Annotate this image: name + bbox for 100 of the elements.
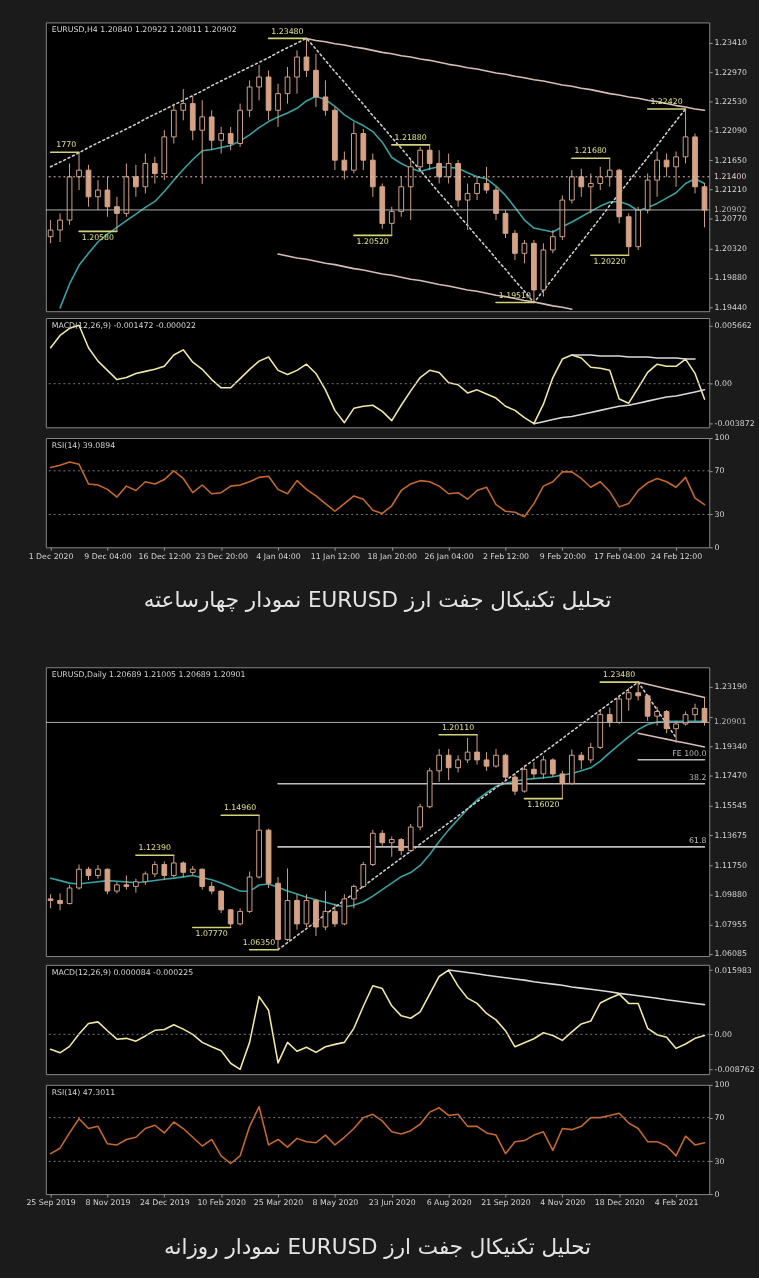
x-tick-label: 8 May 2020 xyxy=(312,1198,359,1208)
annotation: 1.21880 xyxy=(394,132,427,142)
candlestick xyxy=(133,164,139,198)
annotation: 1.20220 xyxy=(593,257,626,267)
candlestick xyxy=(284,66,291,105)
candlestick xyxy=(625,687,632,712)
y-tick-label: 1.21210 xyxy=(714,184,747,194)
x-tick-label: 9 Feb 20:00 xyxy=(539,551,586,561)
annotation: 38.2 xyxy=(689,772,707,782)
y-tick-label: 0 xyxy=(714,1189,720,1199)
x-tick-label: 25 Mar 2020 xyxy=(253,1198,304,1208)
candlestick xyxy=(436,149,443,184)
candlestick xyxy=(502,209,509,239)
candlestick xyxy=(521,764,528,794)
chart-title: RSI(14) 47.3011 xyxy=(51,1087,116,1097)
candlestick xyxy=(455,754,461,773)
candlestick xyxy=(445,153,452,184)
candlestick xyxy=(483,166,490,194)
x-tick-label: 8 Nov 2019 xyxy=(85,1198,131,1208)
chart-title: EURUSD,H4 1.20840 1.20922 1.20811 1.20902 xyxy=(51,25,237,35)
candlestick xyxy=(388,206,395,236)
candlestick xyxy=(322,890,329,931)
candlestick xyxy=(701,697,708,727)
candlestick xyxy=(170,854,177,878)
candlestick xyxy=(550,229,556,254)
candlestick xyxy=(246,79,253,118)
y-tick-label: 30 xyxy=(714,1156,725,1166)
y-tick-label: 100 xyxy=(714,1080,730,1090)
y-tick-label: 1.21650 xyxy=(714,155,747,165)
candlestick xyxy=(644,693,651,722)
y-tick-label: 0 xyxy=(714,542,720,552)
x-tick-label: 4 Jan 04:00 xyxy=(256,551,301,561)
candlestick xyxy=(521,239,528,264)
x-tick-label: 24 Dec 2019 xyxy=(139,1198,190,1208)
annotation: 1.23480 xyxy=(271,26,304,36)
y-tick-label: 70 xyxy=(714,1113,725,1123)
candlestick xyxy=(436,748,443,783)
candlestick xyxy=(673,151,679,188)
y-tick-label: 1.23190 xyxy=(714,682,747,692)
y-tick-label: 1.11750 xyxy=(714,860,747,870)
y-tick-label: 1.23410 xyxy=(714,38,747,48)
y-tick-label: 1.09880 xyxy=(714,889,747,899)
y-tick-label: 0.015983 xyxy=(714,965,752,975)
candlestick xyxy=(540,755,547,780)
candlestick xyxy=(218,126,225,154)
chart-title: RSI(14) 39.0894 xyxy=(51,440,116,450)
y-tick-label: 1.07955 xyxy=(714,920,747,930)
x-tick-label: 25 Sep 2019 xyxy=(26,1198,76,1208)
line-series xyxy=(49,969,706,1071)
line-series xyxy=(59,95,706,309)
line-series xyxy=(447,969,706,1006)
candlestick xyxy=(587,742,594,764)
line-series xyxy=(305,37,706,112)
candlestick xyxy=(531,761,537,780)
x-tick-label: 6 Aug 2020 xyxy=(426,1198,472,1208)
y-tick-label: 1.19340 xyxy=(714,742,747,752)
y-tick-label: 0.005662 xyxy=(714,321,752,331)
candlestick xyxy=(95,864,101,880)
y-tick-label: 1.13675 xyxy=(714,830,747,840)
x-tick-label: 2 Feb 12:00 xyxy=(482,551,530,561)
ref-line-label: 1.21400 xyxy=(714,171,747,181)
candlestick xyxy=(95,179,101,211)
candlestick xyxy=(493,186,499,221)
candlestick xyxy=(673,720,679,744)
candlestick xyxy=(568,169,575,204)
candlestick xyxy=(407,823,414,853)
y-tick-label: 1.20320 xyxy=(714,244,747,254)
candlestick xyxy=(483,751,490,772)
line-series xyxy=(49,1105,706,1165)
x-tick-label: 11 Jan 12:00 xyxy=(310,551,361,561)
candlestick xyxy=(161,860,168,881)
text: تحلیل تکنیکال جفت ارز EURUSD نمودار چهارساعته xyxy=(143,586,612,612)
y-tick-label: 1.22090 xyxy=(714,126,747,136)
candlestick xyxy=(341,151,348,180)
candlestick xyxy=(322,79,329,117)
candlestick xyxy=(682,108,689,164)
candlestick xyxy=(616,694,623,725)
annotation: 1.21680 xyxy=(574,146,607,156)
y-tick-label: 1.20770 xyxy=(714,214,747,224)
candlestick xyxy=(199,99,206,185)
y-tick-label: 0.00 xyxy=(714,379,733,389)
candlestick xyxy=(351,884,357,909)
candlestick xyxy=(578,168,585,198)
candlestick xyxy=(57,212,63,243)
candlestick xyxy=(142,153,149,194)
candlestick xyxy=(559,770,566,800)
candlestick xyxy=(597,166,604,191)
candlestick xyxy=(606,157,613,188)
annotation: 1.16020 xyxy=(527,800,560,810)
candlestick xyxy=(474,176,480,201)
y-tick-label: 70 xyxy=(714,466,725,476)
candlestick xyxy=(57,892,63,911)
candlestick xyxy=(635,681,642,702)
candlestick xyxy=(587,172,594,214)
candlestick xyxy=(332,903,338,928)
candlestick xyxy=(407,159,414,221)
annotation: 1.20520 xyxy=(356,237,389,247)
candlestick xyxy=(303,893,310,928)
candlestick xyxy=(502,753,509,781)
x-tick-label: 26 Jan 04:00 xyxy=(424,551,474,561)
